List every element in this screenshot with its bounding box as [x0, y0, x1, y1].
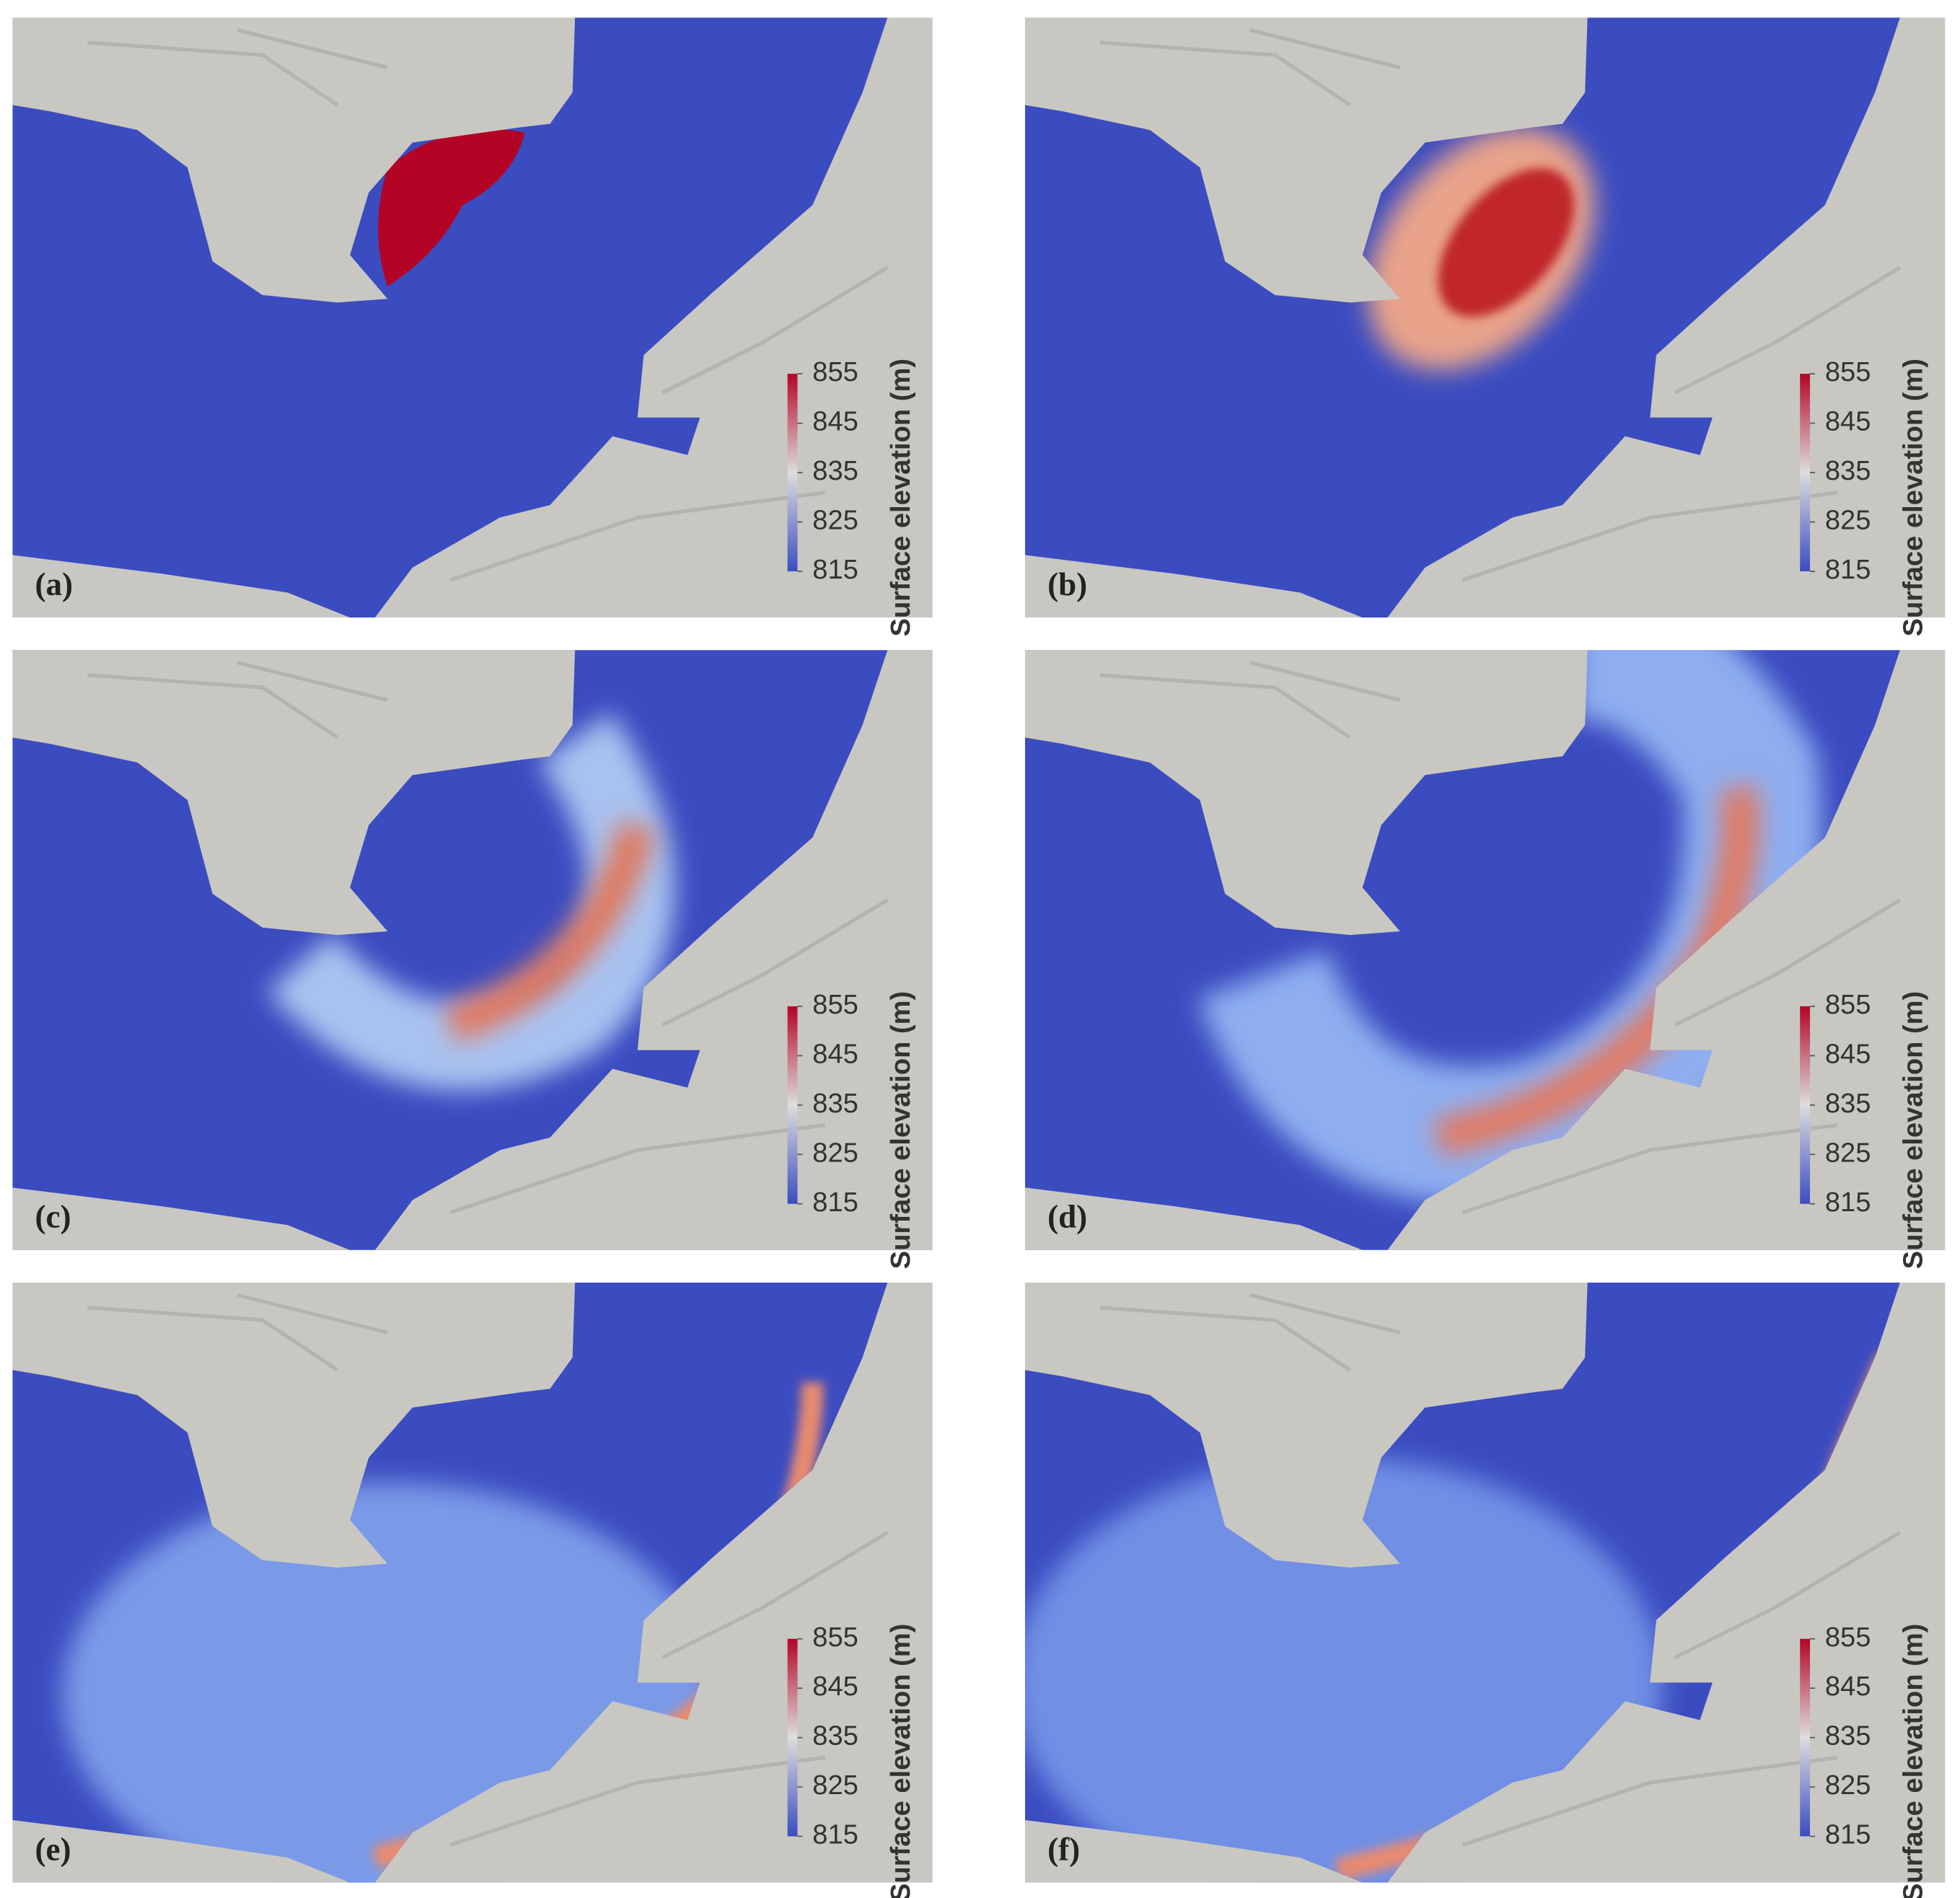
panel: (c) 815 825 835 845 855 Surface elevation (m)	[12, 650, 933, 1269]
map	[12, 1282, 933, 1883]
colorbar-tick-label: 835	[812, 1721, 858, 1752]
colorbar-title: Surface elevation (m)	[1898, 991, 1929, 1269]
panel: (e) 815 825 835 845 855 Surface elevation (m)	[12, 1282, 933, 1898]
map	[1025, 17, 1945, 618]
panel: (d) 815 825 835 845 855 Surface elevation (m)	[1025, 650, 1945, 1269]
colorbar-tick-label: 845	[1825, 1038, 1871, 1069]
colorbar-title: Surface elevation (m)	[1898, 359, 1929, 636]
colorbar-tick-label: 835	[812, 1088, 858, 1119]
wave	[444, 820, 656, 1043]
colorbar	[787, 1638, 798, 1837]
colorbar	[787, 1006, 798, 1204]
colorbar-tick-label: 835	[1825, 1088, 1871, 1119]
colorbar-tick-label: 815	[1825, 554, 1871, 585]
map	[1024, 1282, 1946, 1883]
panel: (b) 815 825 835 845 855 Surface elevation (m)	[1025, 17, 1945, 636]
map	[12, 17, 933, 618]
colorbar-tick-label: 855	[812, 1622, 858, 1653]
colorbar-tick-label: 845	[812, 1671, 858, 1702]
map	[1025, 650, 1945, 1250]
colorbar-tick-label: 855	[1825, 1622, 1871, 1653]
colorbar	[787, 374, 798, 571]
panel-label: (b)	[1047, 566, 1087, 602]
colorbar-tick-label: 845	[812, 406, 858, 437]
colorbar-tick-label: 835	[1825, 455, 1871, 486]
colorbar	[1800, 1006, 1811, 1204]
colorbar-tick-label: 855	[812, 356, 858, 387]
colorbar-tick-label: 815	[812, 1187, 858, 1218]
colorbar-tick-label: 825	[1825, 505, 1871, 536]
colorbar-tick-label: 855	[1825, 356, 1871, 387]
colorbar-tick-label: 855	[1825, 989, 1871, 1020]
panel: (a) 815 825 835 845 855 Surface elevation (m)	[12, 17, 933, 636]
panel-label: (d)	[1047, 1199, 1087, 1235]
colorbar-tick-label: 825	[1825, 1137, 1871, 1168]
wave	[378, 128, 525, 286]
colorbar	[1800, 374, 1811, 571]
panel-label: (e)	[35, 1831, 71, 1867]
colorbar-tick-label: 845	[1825, 406, 1871, 437]
colorbar-tick-label: 815	[812, 554, 858, 585]
colorbar-tick-label: 825	[812, 1770, 858, 1801]
colorbar-tick-label: 825	[812, 505, 858, 536]
colorbar-tick-label: 825	[812, 1137, 858, 1168]
wave	[1438, 168, 1575, 317]
colorbar-tick-label: 845	[812, 1038, 858, 1069]
colorbar-title: Surface elevation (m)	[885, 1624, 916, 1898]
colorbar-title: Surface elevation (m)	[885, 991, 916, 1269]
colorbar-title: Surface elevation (m)	[885, 359, 916, 636]
panel-label: (c)	[35, 1199, 71, 1235]
colorbar-tick-label: 815	[1825, 1819, 1871, 1850]
wave	[1024, 1457, 1663, 1883]
colorbar-tick-label: 815	[812, 1819, 858, 1850]
colorbar-tick-label: 825	[1825, 1770, 1871, 1801]
colorbar-tick-label: 855	[812, 989, 858, 1020]
map	[12, 650, 933, 1250]
colorbar-tick-label: 815	[1825, 1187, 1871, 1218]
colorbar-tick-label: 835	[1825, 1721, 1871, 1752]
colorbar-tick-label: 835	[812, 455, 858, 486]
panel: (f) 815 825 835 845 855 Surface elevation (m)	[1024, 1282, 1946, 1898]
panel-label: (f)	[1047, 1831, 1080, 1867]
colorbar-tick-label: 845	[1825, 1671, 1871, 1702]
colorbar-title: Surface elevation (m)	[1898, 1624, 1929, 1898]
panel-label: (a)	[35, 566, 74, 602]
colorbar	[1800, 1638, 1811, 1837]
